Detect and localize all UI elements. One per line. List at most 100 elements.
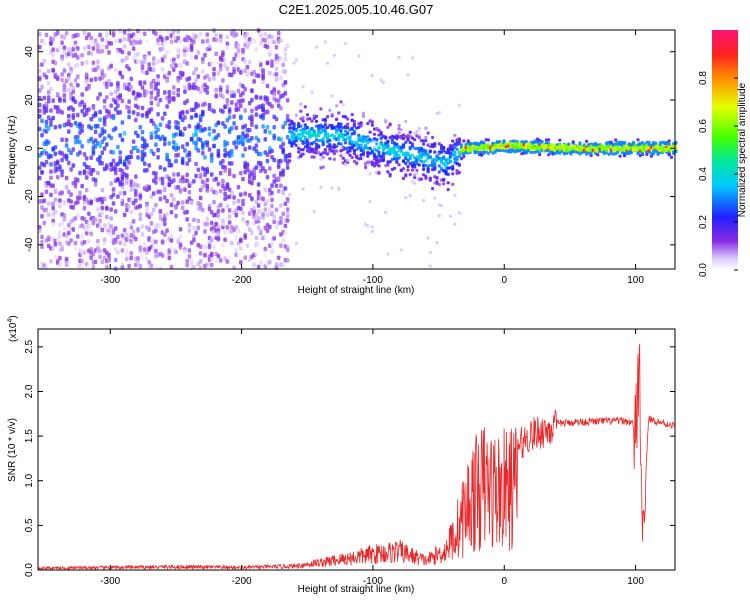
spectrogram-cell <box>169 192 174 198</box>
spectrogram-cell <box>149 131 154 136</box>
spectrogram-cell <box>185 142 189 147</box>
spectrogram-cell <box>203 101 207 107</box>
spectrogram-cell <box>230 126 234 131</box>
spectrogram-cell <box>486 138 490 142</box>
spectrogram-cell <box>285 247 290 253</box>
spectrogram-cell <box>225 84 230 90</box>
spectrogram-cell <box>230 148 234 154</box>
spectrogram-cell <box>241 217 245 222</box>
spectrogram-cell <box>140 129 145 135</box>
spectrogram-cell <box>145 89 149 95</box>
spectrogram-cell <box>131 90 136 95</box>
spectrogram-cell <box>38 228 42 233</box>
spectrogram-cell <box>131 241 136 246</box>
spectrogram-cell <box>71 227 76 232</box>
spectrogram-cell <box>151 245 156 251</box>
spectrogram-cell <box>221 109 225 114</box>
spectrogram-cell <box>51 98 55 103</box>
spectrogram-cell <box>109 233 113 239</box>
spectrogram-cell <box>270 148 274 154</box>
spectrogram-cell <box>102 241 107 246</box>
spectrogram-cell <box>80 108 84 114</box>
spectrogram-cell <box>301 152 305 156</box>
spectrogram-cell <box>58 98 62 103</box>
spectrogram-cell <box>163 185 167 191</box>
spectrogram-cell <box>225 225 230 230</box>
spectrogram-cell <box>366 121 370 126</box>
spectrogram-cell <box>149 221 154 226</box>
spectrogram-cell <box>98 155 102 160</box>
spectrogram-cell <box>410 153 415 157</box>
spectrogram-cell <box>312 140 316 144</box>
spectrogram-cell <box>239 70 243 75</box>
spectrogram-cell <box>89 199 93 204</box>
spectrogram-cell <box>388 123 392 127</box>
spectrogram-cell <box>116 234 120 240</box>
spectrogram-cell <box>243 87 247 92</box>
spectrogram-cell <box>111 187 116 192</box>
spectrogram-cell <box>268 166 272 171</box>
spectrogram-cell <box>462 139 466 143</box>
spectrogram-cell <box>272 125 276 130</box>
spectrogram-cell <box>270 197 274 203</box>
spectrogram-cell <box>172 97 176 102</box>
spectrogram-cell <box>245 32 250 37</box>
spectrogram-cell <box>227 220 232 225</box>
spectrogram-cell <box>451 172 455 176</box>
spectrogram-cell <box>192 237 196 243</box>
spectrogram-cell <box>174 213 178 219</box>
spectrogram-cell <box>203 229 207 234</box>
spectrogram-cell <box>183 89 187 94</box>
spectrogram-cell <box>142 161 147 166</box>
spectrogram-cell <box>413 181 417 185</box>
spectrogram-cell <box>71 163 76 168</box>
spectrogram-cell <box>78 150 82 155</box>
spectrogram-cell <box>361 155 365 159</box>
spectrogram-cell <box>46 95 51 100</box>
spectrogram-cell <box>281 237 285 243</box>
spectrogram-cell <box>203 252 207 258</box>
spectrogram-cell <box>185 161 189 166</box>
spectrogram-cell <box>87 263 91 268</box>
spectrogram-cell <box>40 62 44 67</box>
spectrogram-cell <box>276 30 281 36</box>
spectrogram-cell <box>93 38 98 43</box>
spectrogram-cell <box>100 48 105 54</box>
spectrogram-cell <box>326 132 330 136</box>
spectrogram-cell <box>100 150 105 155</box>
spectrogram-cell <box>176 92 180 98</box>
spectrogram-cell <box>122 162 127 167</box>
spectrogram-cell <box>305 126 310 130</box>
spectrogram-cell <box>276 164 281 170</box>
spectrogram-cell <box>558 138 562 142</box>
spectrogram-cell <box>105 84 109 89</box>
spectrogram-cell <box>67 113 71 119</box>
spectrogram-cell <box>270 183 274 188</box>
spectrogram-cell <box>53 145 58 150</box>
spectrogram-cell <box>142 138 147 144</box>
spectrogram-cell <box>221 94 225 99</box>
spectrogram-cell <box>218 38 223 43</box>
spectrogram-cell <box>424 139 428 143</box>
spectrogram-cell <box>571 140 575 144</box>
spectrogram-cell <box>437 142 441 146</box>
spectrogram-cell <box>172 197 176 202</box>
spectrogram-cell <box>386 163 390 167</box>
spectrogram-cell <box>234 125 239 131</box>
spectrogram-cell <box>60 244 64 250</box>
spectrogram-cell <box>60 137 64 142</box>
spectrogram-cell <box>386 125 390 129</box>
figure-title: C2E1.2025.005.10.46.G07 <box>279 2 434 17</box>
spectrogram-cell <box>428 250 432 254</box>
spectrogram-cell <box>265 96 270 101</box>
spectrogram-cell <box>129 251 134 256</box>
spectrogram-cell <box>183 187 187 192</box>
colorbar: 0.0 0.2 0.4 0.6 0.8 Normalized spectral ampl… <box>698 30 748 277</box>
snr-x-label: Height of straight line (km) <box>298 584 415 595</box>
spectrogram-cell <box>113 170 118 176</box>
spectrogram-cell <box>328 138 332 142</box>
spectrogram-cell <box>426 167 430 171</box>
spectrogram-cell <box>147 260 151 265</box>
spectrogram-cell <box>80 258 84 264</box>
snr-y-tick-label: 1.0 <box>24 473 35 487</box>
